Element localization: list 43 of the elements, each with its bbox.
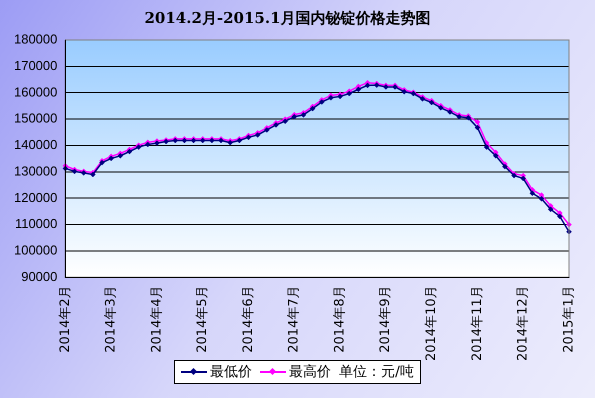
point [557, 214, 563, 220]
point [118, 153, 124, 159]
point [474, 119, 480, 125]
y-tick-label: 120000 [14, 190, 58, 205]
legend-label: 最低价 [210, 363, 252, 381]
point [492, 153, 498, 159]
point [530, 190, 536, 196]
legend-label: 最高价 [289, 363, 332, 381]
x-tick-label: 2014年4月 [149, 285, 164, 353]
point [346, 90, 352, 96]
y-tick-label: 180000 [14, 32, 58, 47]
x-tick-label: 2014年8月 [332, 285, 348, 353]
point [328, 95, 334, 101]
point [292, 114, 298, 120]
x-tick-label: 2014年3月 [104, 285, 119, 353]
y-tick-label: 100000 [14, 242, 58, 258]
x-tick-label: 2014年6月 [240, 285, 256, 353]
x-tick-label: 2014年2月 [58, 285, 73, 353]
point [484, 144, 490, 150]
x-tick-label: 2014年10月 [424, 285, 440, 362]
point [474, 124, 480, 130]
y-tick-label: 160000 [14, 84, 58, 100]
chart-title: 2014.2月-2015.1月国内铋锭价格走势图 [144, 8, 431, 27]
x-tick-label: 2015年1月 [561, 285, 576, 353]
point [548, 206, 554, 212]
y-tick-label: 90000 [21, 268, 58, 284]
x-tick-label: 2014年5月 [195, 285, 210, 353]
x-tick-label: 2014年12月 [516, 285, 531, 362]
text: 单位：元/吨 [339, 363, 414, 381]
point [356, 86, 362, 92]
y-tick-label: 110000 [14, 216, 58, 232]
point [364, 82, 370, 88]
point [520, 176, 526, 182]
y-tick-label: 150000 [14, 110, 58, 126]
x-tick-label: 2014年7月 [286, 285, 302, 353]
point [438, 105, 444, 111]
y-tick-label: 170000 [14, 58, 58, 73]
y-tick-label: 130000 [14, 163, 58, 178]
x-tick-label: 2014年11月 [470, 285, 485, 362]
y-tick-label: 140000 [14, 137, 58, 152]
point [538, 196, 544, 202]
x-tick-label: 2014年9月 [378, 285, 394, 353]
point [502, 164, 508, 170]
